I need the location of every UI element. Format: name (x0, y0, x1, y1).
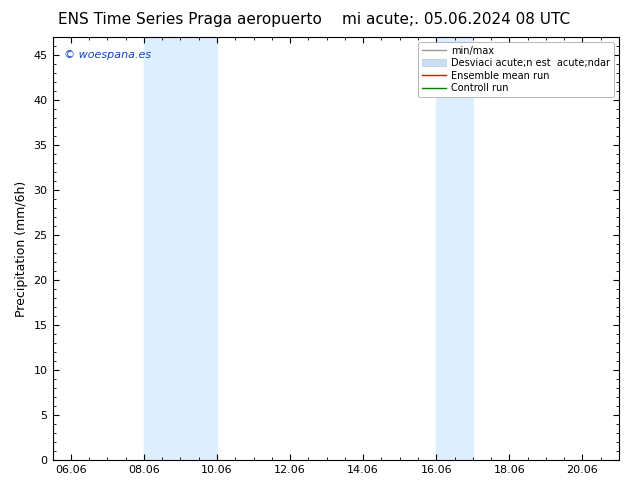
Bar (144, 37, 217, 460)
Text: © woespana.es: © woespana.es (64, 50, 151, 60)
Legend: min/max, Desviaci acute;n est  acute;ndar, Ensemble mean run, Controll run: min/max, Desviaci acute;n est acute;ndar… (418, 42, 614, 97)
Text: ENS Time Series Praga aeropuerto: ENS Time Series Praga aeropuerto (58, 12, 322, 27)
Bar (436, 37, 473, 460)
Text: mi acute;. 05.06.2024 08 UTC: mi acute;. 05.06.2024 08 UTC (342, 12, 571, 27)
Y-axis label: Precipitation (mm/6h): Precipitation (mm/6h) (15, 180, 28, 317)
